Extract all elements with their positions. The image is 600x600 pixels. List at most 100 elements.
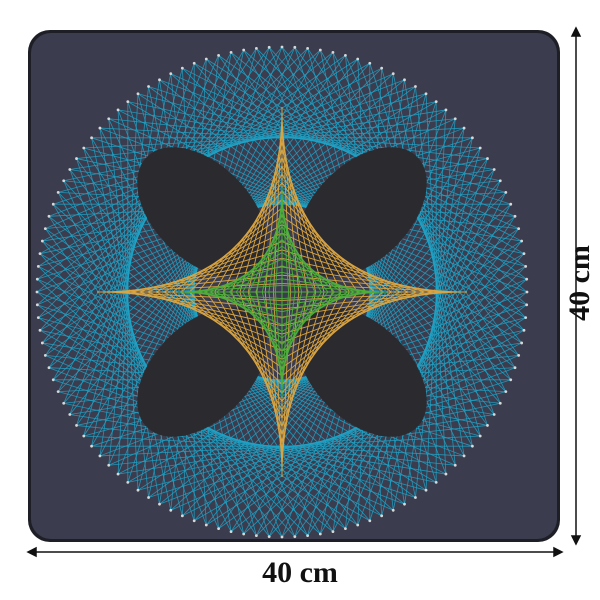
- gold-star-pattern: [97, 107, 467, 477]
- star-string: [281, 190, 367, 293]
- pin: [98, 126, 102, 130]
- pin: [116, 108, 120, 112]
- pin: [169, 508, 173, 512]
- pin: [126, 481, 130, 484]
- pin: [180, 66, 184, 70]
- star-string: [264, 291, 283, 461]
- pin: [306, 534, 310, 538]
- pin: [453, 117, 457, 121]
- pin: [136, 92, 140, 96]
- star-string: [268, 291, 283, 384]
- pin: [280, 45, 284, 49]
- pin: [492, 413, 496, 416]
- pin: [90, 136, 93, 140]
- pin: [424, 92, 428, 96]
- star-string: [229, 291, 283, 345]
- pin: [368, 61, 372, 65]
- pin: [522, 252, 526, 256]
- pin: [68, 168, 72, 171]
- height-arrows: [570, 26, 582, 546]
- star-string: [281, 200, 296, 293]
- pin: [344, 527, 347, 531]
- pin: [513, 366, 517, 370]
- pin: [217, 53, 220, 57]
- pin: [126, 100, 130, 103]
- star-string: [281, 123, 300, 293]
- star-string: [281, 291, 367, 394]
- pin: [136, 488, 140, 492]
- star-string: [281, 239, 335, 293]
- pin: [38, 328, 42, 332]
- star-string: [281, 291, 335, 345]
- pin: [51, 378, 55, 382]
- pin: [498, 401, 502, 405]
- pin: [38, 252, 42, 256]
- star-string: [229, 239, 283, 293]
- width-arrows: [26, 546, 564, 558]
- pin: [62, 401, 66, 405]
- star-string: [281, 232, 329, 293]
- pin: [35, 277, 39, 281]
- pin: [158, 502, 161, 506]
- star-string: [189, 199, 283, 293]
- star-string: [281, 291, 342, 419]
- pin: [462, 126, 466, 130]
- star-string: [281, 291, 322, 358]
- pin: [229, 50, 233, 54]
- pin: [356, 57, 360, 61]
- star-string: [274, 193, 283, 293]
- pin: [486, 424, 489, 427]
- pin: [486, 157, 489, 160]
- pin: [62, 179, 66, 183]
- pin: [68, 413, 72, 416]
- pin: [517, 227, 521, 230]
- pin: [158, 78, 161, 82]
- pin: [98, 454, 102, 458]
- pin: [509, 378, 513, 382]
- oval-hole: [137, 147, 267, 277]
- pin: [517, 354, 521, 357]
- pin: [82, 146, 86, 150]
- pin: [47, 214, 51, 218]
- pin: [192, 519, 196, 523]
- pin: [169, 72, 173, 76]
- star-string: [197, 291, 283, 394]
- pin: [380, 66, 384, 70]
- star-string: [264, 123, 283, 293]
- star-string: [281, 199, 375, 293]
- pin: [242, 48, 246, 52]
- pin: [51, 202, 55, 206]
- pin: [318, 48, 322, 52]
- star-string: [205, 182, 283, 293]
- pin: [318, 532, 322, 536]
- star-string: [222, 291, 283, 419]
- star-string: [281, 291, 359, 402]
- pin: [116, 472, 120, 476]
- star-string: [268, 200, 283, 293]
- star-string: [235, 291, 283, 352]
- pin: [82, 434, 86, 438]
- pin: [524, 316, 528, 320]
- oval-hole: [297, 307, 427, 437]
- star-string: [281, 291, 329, 352]
- pin: [180, 514, 184, 518]
- pin: [192, 61, 196, 65]
- pin: [504, 190, 508, 194]
- pin: [43, 227, 47, 230]
- pin: [513, 214, 517, 218]
- width-label: 40 cm: [262, 556, 338, 589]
- pin: [40, 239, 44, 243]
- pin: [56, 190, 60, 194]
- pin: [47, 366, 51, 370]
- pin: [356, 523, 360, 527]
- pin: [75, 157, 78, 160]
- pin: [293, 535, 297, 539]
- star-string: [281, 291, 350, 410]
- pin: [520, 239, 524, 243]
- star-string: [281, 182, 359, 293]
- pin: [498, 179, 502, 183]
- pin: [492, 168, 496, 171]
- pin: [306, 46, 310, 50]
- star-string: [197, 190, 283, 293]
- pin: [43, 354, 47, 357]
